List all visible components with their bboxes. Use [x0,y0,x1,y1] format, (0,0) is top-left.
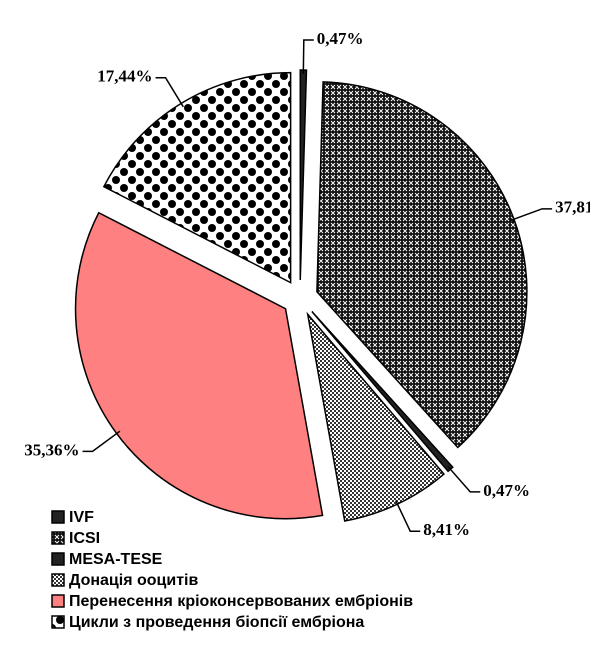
leader-line [509,208,553,222]
legend-swatch [51,510,65,524]
legend-label: ICSI [69,530,100,547]
legend-swatch [51,573,65,587]
legend-label: MESA-TESE [69,551,163,568]
value-label: 0,47% [483,481,530,500]
legend-swatch [51,594,65,608]
pie-slice [299,69,308,281]
leader-line [395,500,421,533]
value-label: 35,36% [24,440,79,459]
value-label: 17,44% [97,67,152,86]
legend-label: Донація ооцитів [69,572,198,589]
legend-label: IVF [69,509,94,526]
value-label: 37,81% [555,198,590,217]
legend-label: Перенесення кріоконсервованих ембріонів [69,593,413,610]
value-label: 0,47% [317,29,364,48]
leader-line [302,39,314,75]
leader-line [155,77,184,108]
leader-line [447,465,481,493]
legend-swatch [51,552,65,566]
legend-label: Цикли з проведення біопсії ембріона [69,614,364,631]
legend-swatch [51,531,65,545]
leader-line [82,430,121,453]
value-label: 8,41% [423,520,470,539]
legend-swatch [51,615,65,629]
